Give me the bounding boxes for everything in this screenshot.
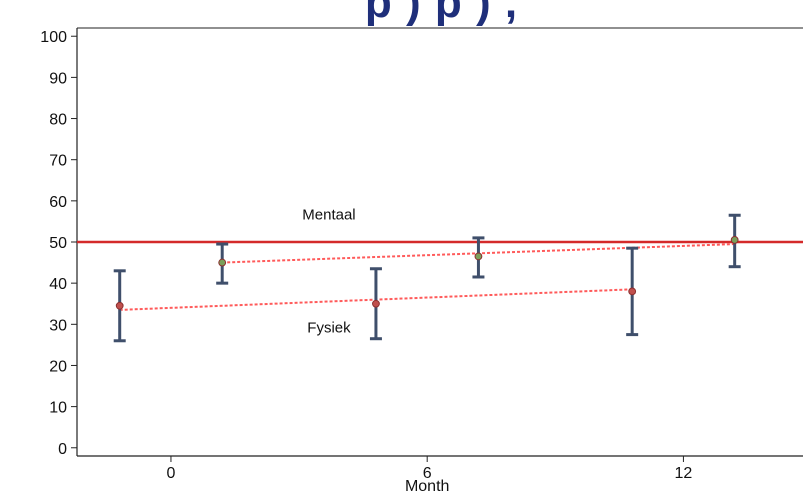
y-tick-label: 100 bbox=[40, 29, 67, 46]
y-tick-label: 50 bbox=[49, 235, 67, 252]
data-point-fysiek bbox=[115, 301, 124, 310]
y-tick-label: 20 bbox=[49, 358, 67, 375]
data-point-mentaal bbox=[474, 252, 483, 261]
y-tick-label: 10 bbox=[49, 400, 67, 417]
error-bars bbox=[113, 213, 741, 343]
data-points bbox=[115, 236, 739, 310]
y-tick-label: 90 bbox=[49, 70, 67, 87]
y-tick-label: 80 bbox=[49, 112, 67, 129]
axes: 0 10 20 30 40 50 60 70 80 90 100 0 6 12 Month bbox=[40, 27, 803, 494]
y-tick-label: 70 bbox=[49, 153, 67, 170]
annotations: Mentaal Fysiek bbox=[302, 206, 355, 336]
x-tick-label: 6 bbox=[423, 465, 432, 482]
y-tick-label: 40 bbox=[49, 276, 67, 293]
x-axis-title: Month bbox=[405, 478, 449, 494]
data-point-mentaal bbox=[218, 258, 227, 267]
y-tick-label: 0 bbox=[58, 441, 67, 458]
data-point-fysiek bbox=[628, 287, 637, 296]
slide-title-fragment: p ) p ) , bbox=[364, 0, 519, 27]
x-tick-label: 12 bbox=[675, 465, 693, 482]
trend-lines bbox=[119, 243, 735, 311]
y-tick-label: 30 bbox=[49, 317, 67, 334]
data-point-mentaal bbox=[730, 236, 739, 244]
annotation-mentaal: Mentaal bbox=[302, 206, 355, 223]
y-tick-label: 60 bbox=[49, 194, 67, 211]
data-point-fysiek bbox=[372, 299, 380, 308]
annotation-fysiek: Fysiek bbox=[307, 320, 351, 337]
x-tick-label: 0 bbox=[166, 465, 175, 482]
